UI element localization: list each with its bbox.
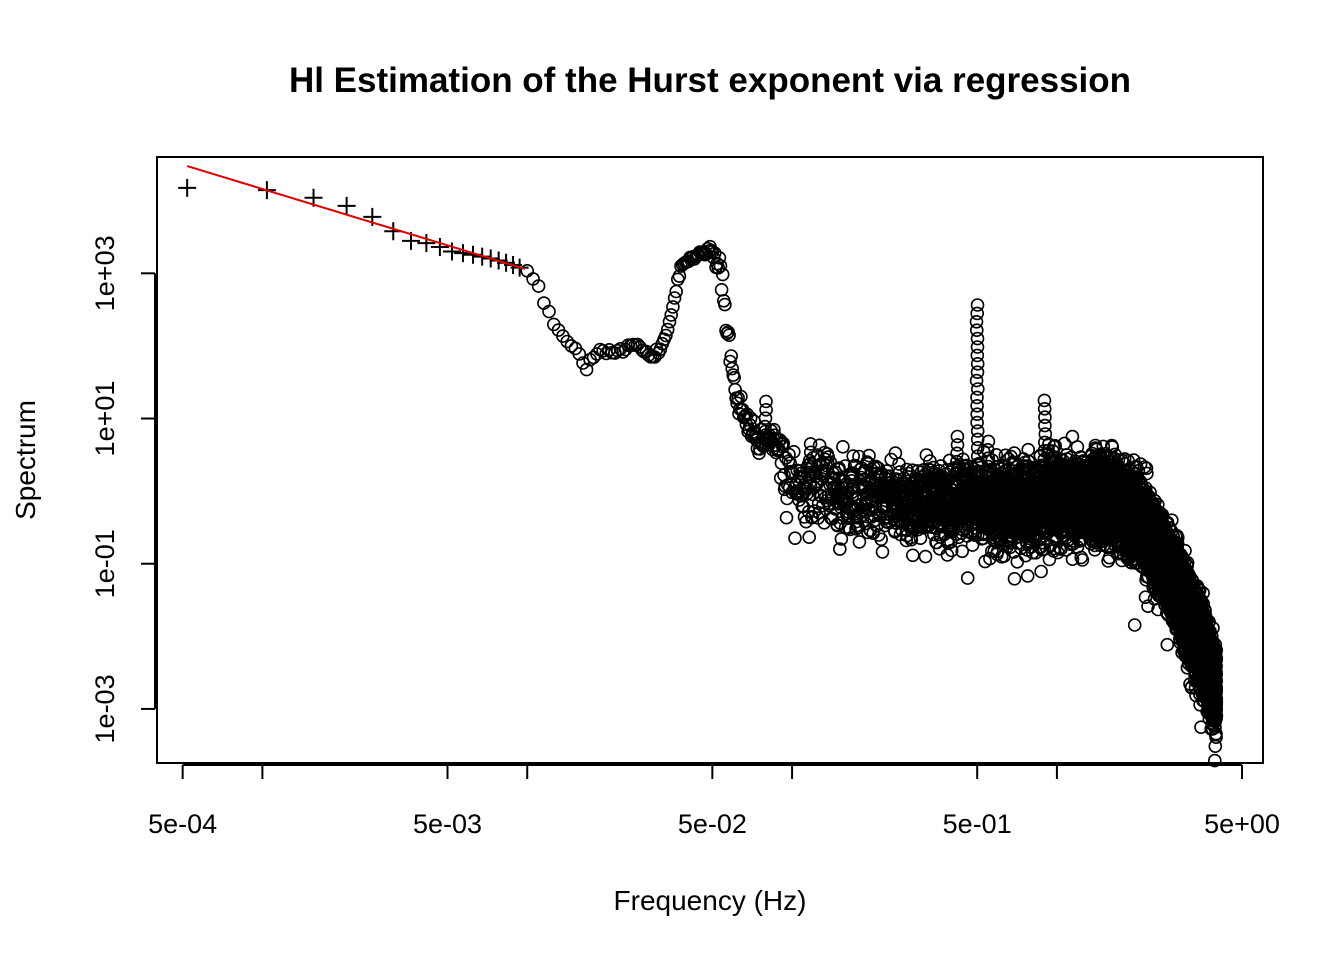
spectrum-point [874,532,889,547]
spectrum-point [712,250,727,265]
spectrum-point [836,439,850,454]
spectrum-point [718,297,732,312]
spectrum-point [918,549,933,564]
spectrum-point [743,411,758,426]
spectrum-point [1021,442,1035,457]
spectrum-point [713,259,728,273]
spectrum-point [662,314,677,329]
spectrum-point [720,326,734,341]
spectrum-point [817,515,832,530]
spectrum-point [659,328,673,343]
spectrum-point [875,545,890,559]
spectrum-point [664,308,679,322]
spectrum-point [667,291,682,305]
spectrum-point [812,438,827,453]
spectrum-point [560,334,575,349]
spectrum-point [723,354,737,369]
spectrum-point [802,530,817,545]
spectrum-point [531,279,546,293]
spectrum-point [610,343,625,358]
spectrum-point [714,282,729,297]
spectrum-point [722,328,736,343]
spectrum-point [715,267,730,282]
spectrum-point [666,300,680,314]
spectrum-point [960,571,975,585]
spectrum-point [1034,564,1048,579]
plus-point [178,178,197,197]
spectrum-point [572,347,587,361]
spectrum-point [542,304,556,319]
spectrum-point [846,449,861,463]
spectrum-point [1042,552,1057,567]
spectrum-point [832,542,847,556]
chart-title: Hl Estimation of the Hurst exponent via … [289,61,1131,100]
spectrum-point [776,436,791,451]
spectrum-point [779,510,794,525]
spectrum-point [862,448,876,463]
plus-point [453,244,472,263]
spectrum-point [590,347,604,361]
spectrum-point [834,532,849,546]
spectrum-point [852,535,867,549]
spectrum-point [905,548,920,563]
spectrum-point [923,454,937,468]
spectrum-point [998,448,1013,463]
plus-point [417,234,436,253]
spectrum-point [660,322,675,337]
plus-point [443,242,462,261]
spectrum-point [1007,571,1022,586]
spectrum-point [734,389,748,404]
plot-frame [156,156,1264,764]
spectrum-point [725,361,740,376]
points-layer [178,178,1224,768]
spectrum-point [576,356,590,370]
spectrum-point [955,544,970,559]
spectrum-point [843,522,857,537]
spectrum-point [786,444,801,459]
plus-point [430,238,449,257]
plus-point [337,196,356,215]
spectrum-point [704,243,719,258]
spectrum-point [707,246,722,260]
spectrum-point [1127,618,1142,632]
spectrum-point [780,478,795,492]
spectrum-point [788,531,802,546]
spectrum-point [944,543,959,558]
spectrum-point [1020,569,1035,583]
